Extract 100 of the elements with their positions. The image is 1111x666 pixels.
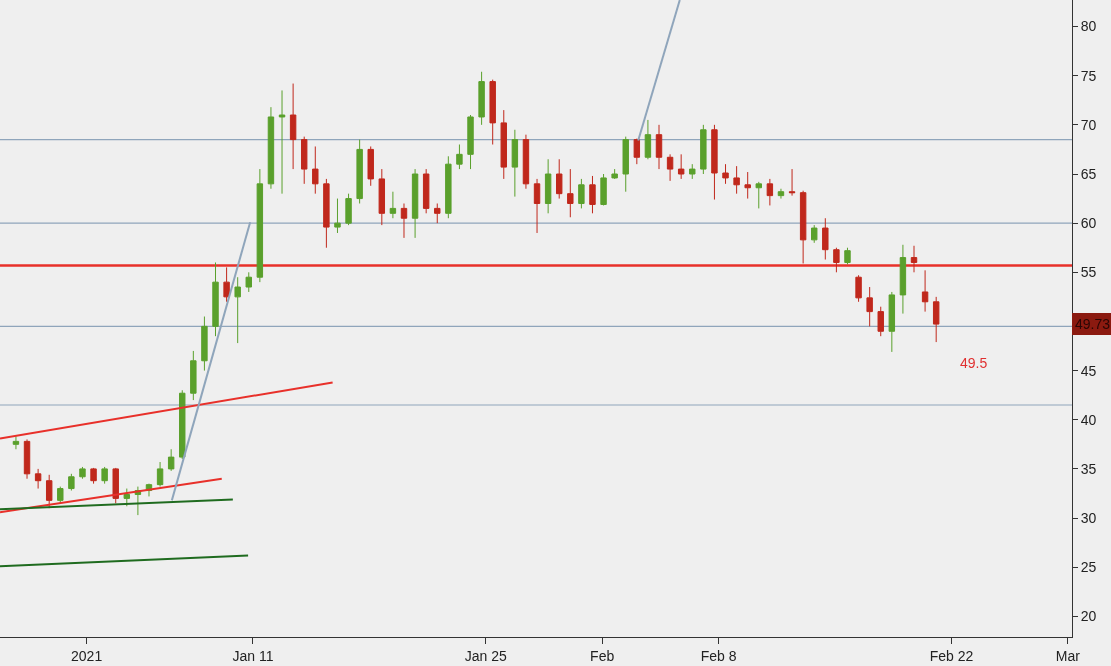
candlestick [422,168,430,214]
candlestick [589,175,596,214]
candlestick [833,247,840,273]
candlestick [788,168,796,197]
candlestick [722,163,729,185]
candlestick [755,181,762,209]
candlestick [733,165,740,195]
candlestick [156,461,164,488]
candlestick [445,155,452,219]
y-tick-label: 70 [1080,116,1097,133]
candlestick [633,138,641,165]
candlestick [689,163,696,180]
x-tick-label: Jan 25 [464,647,507,664]
candlestick [478,71,485,126]
candlestick [23,438,31,480]
candlestick [411,168,419,239]
candlestick [112,467,119,504]
y-tick-label: 25 [1080,559,1097,576]
y-tick-label: 20 [1080,608,1097,625]
candlestick [467,114,474,170]
candlestick [256,168,264,283]
candlestick [888,291,896,353]
candlestick [289,83,297,170]
x-tick-label: Feb 22 [929,647,974,664]
candlestick [245,271,252,293]
candlestick [921,269,929,313]
candlestick [544,158,552,214]
annotation: 49.5 [960,355,988,371]
x-tick-label: Jan 11 [232,647,274,664]
candlestick [68,473,75,492]
candlestick [866,286,873,327]
candlestick [644,119,652,160]
candlestick [356,139,363,204]
candlestick [201,316,208,372]
candlestick [844,247,851,265]
candlestick [611,168,618,180]
candlestick [567,168,574,218]
candlestick [90,467,97,485]
candlestick [711,124,718,201]
candlestick [57,486,64,504]
candlestick [855,274,862,303]
candlestick [234,276,241,344]
candlestick [334,198,341,234]
candlestick [123,488,131,507]
candlestick [34,468,42,490]
candlestick [522,134,530,190]
candlestick [622,136,629,193]
candlestick [666,153,674,182]
candlestick [511,129,519,198]
candlestick [378,168,386,226]
y-tick-label: 30 [1080,509,1097,526]
candlestick [910,245,918,273]
candlestick [822,217,829,261]
y-tick-label: 80 [1080,18,1097,35]
candlestick [79,466,86,480]
candlestick [400,202,408,239]
candlestick [600,173,607,206]
candlestick [578,178,585,209]
candlestick [556,158,563,200]
candlestick [500,109,507,180]
candlestick [677,153,685,180]
y-tick-label: 45 [1080,362,1097,379]
candlestick [345,193,352,226]
candlestick [212,261,219,337]
candlestick [190,350,197,401]
candlestick [811,224,818,244]
candlestick [533,178,541,234]
candlestick [456,144,463,170]
y-tick-label: 65 [1080,165,1097,182]
y-tick-label: 40 [1080,411,1097,428]
candlestick [877,306,884,337]
candlestick [744,171,751,200]
candlestick [267,106,275,190]
candlestick [766,178,774,206]
y-tick-label: 75 [1080,67,1097,84]
candlestick [367,145,374,187]
candlestick [179,389,186,460]
x-tick-label: Feb [590,647,615,664]
x-tick-label: Mar [1055,647,1081,664]
candlestick [300,136,308,185]
candlestick [899,244,907,315]
candlestick [932,296,940,343]
y-tick-label: 35 [1080,460,1097,477]
y-tick-label: 55 [1080,264,1097,281]
candlestick [12,435,20,450]
annotation: 49.73 [1075,316,1111,332]
candlestick [777,188,785,200]
candlestick [700,124,707,175]
y-tick-label: 60 [1080,215,1097,232]
candlestick [655,124,663,170]
candlestick [223,266,230,303]
candlestick [167,448,175,472]
candlestick [101,466,108,485]
candlestick [799,190,807,264]
candlestick [389,191,397,219]
candlestick [278,89,286,195]
candlestick [434,202,441,224]
x-tick-label: 2021 [71,647,103,664]
candlestick [312,145,319,195]
candlestick [323,178,330,249]
